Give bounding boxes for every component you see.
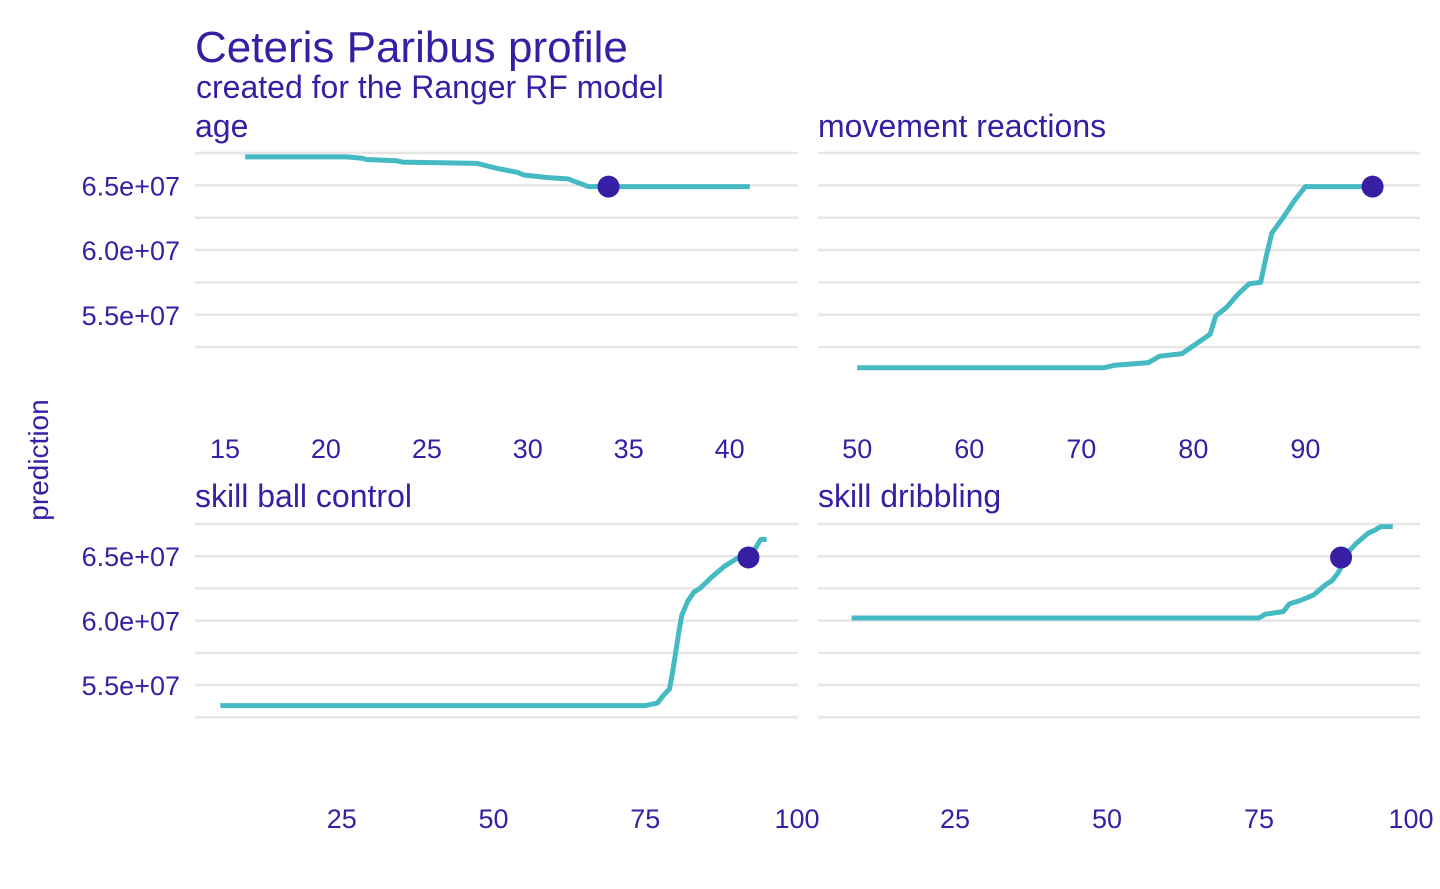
- panel-0: age 6.5e+07 6.0e+07 5.5e+07 15 20 25 30 35 40: [82, 108, 798, 464]
- x-tick-label: 80: [1178, 434, 1208, 464]
- x-tick-label: 100: [1388, 804, 1433, 834]
- chart-title: Ceteris Paribus profile: [195, 23, 628, 72]
- panel-1: movement reactions 50 60 70 80 90: [818, 108, 1420, 464]
- y-tick-label: 6.0e+07: [82, 607, 180, 637]
- panel-2: skill ball control 6.5e+07 6.0e+07 5.5e+07 2…: [82, 478, 820, 834]
- y-tick-label: 6.5e+07: [82, 542, 180, 572]
- y-tick-label: 5.5e+07: [82, 671, 180, 701]
- panel-title: skill ball control: [195, 478, 412, 514]
- x-tick-label: 75: [1244, 804, 1274, 834]
- panel-title: skill dribbling: [818, 478, 1001, 514]
- x-tick-label: 25: [327, 804, 357, 834]
- x-tick-label: 50: [1092, 804, 1122, 834]
- profile-line: [857, 184, 1373, 371]
- observation-point: [597, 175, 620, 198]
- y-tick-label: 6.0e+07: [82, 236, 180, 266]
- profile-line: [245, 154, 750, 190]
- chart-subtitle: created for the Ranger RF model: [196, 69, 664, 105]
- panel-title: movement reactions: [818, 108, 1106, 144]
- x-tick-label: 60: [954, 434, 984, 464]
- profile-line: [220, 537, 767, 709]
- observation-point: [1330, 546, 1353, 569]
- x-tick-label: 30: [513, 434, 543, 464]
- y-axis-label: prediction: [23, 399, 54, 520]
- x-tick-label: 15: [210, 434, 240, 464]
- x-tick-label: 20: [311, 434, 341, 464]
- profile-line: [851, 524, 1393, 621]
- x-tick-label: 25: [412, 434, 442, 464]
- x-tick-label: 50: [842, 434, 872, 464]
- panel-title: age: [195, 108, 248, 144]
- x-tick-label: 90: [1290, 434, 1320, 464]
- panels: age 6.5e+07 6.0e+07 5.5e+07 15 20 25 30 35 40 move…: [82, 108, 1434, 834]
- x-tick-label: 40: [715, 434, 745, 464]
- x-tick-label: 25: [940, 804, 970, 834]
- panel-3: skill dribbling 25 50 75 100: [818, 478, 1434, 834]
- observation-point: [1361, 175, 1384, 198]
- y-tick-label: 6.5e+07: [82, 171, 180, 201]
- observation-point: [737, 546, 760, 569]
- x-tick-label: 70: [1066, 434, 1096, 464]
- x-tick-label: 35: [614, 434, 644, 464]
- y-tick-label: 5.5e+07: [82, 301, 180, 331]
- x-tick-label: 100: [774, 804, 819, 834]
- x-tick-label: 50: [478, 804, 508, 834]
- x-tick-label: 75: [630, 804, 660, 834]
